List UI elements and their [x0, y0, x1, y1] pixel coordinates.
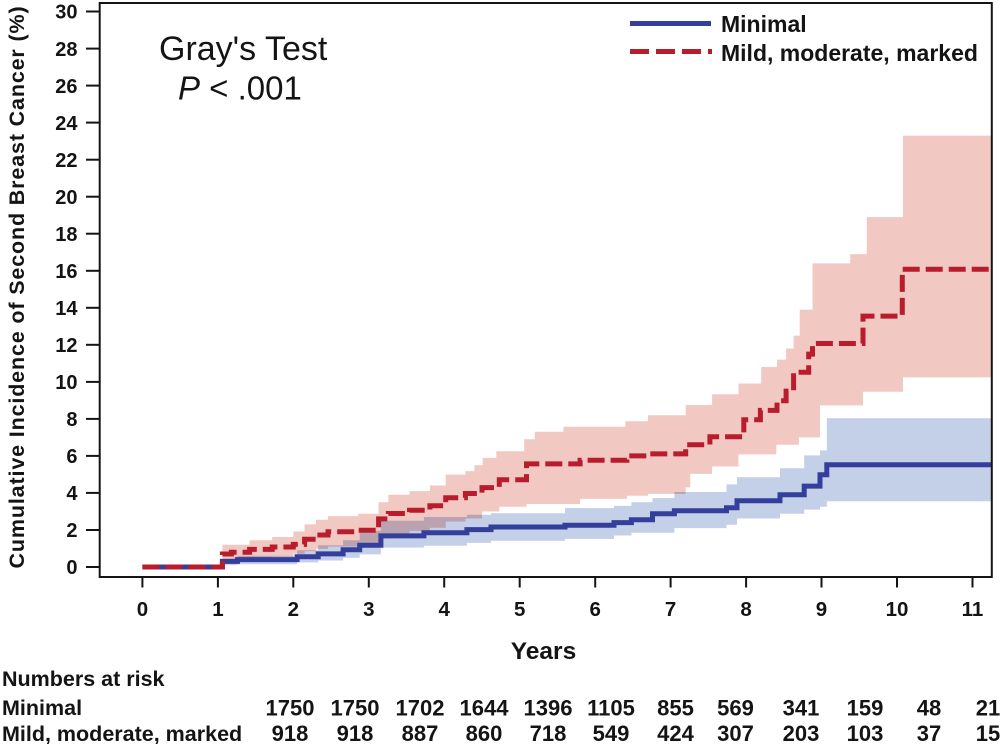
- svg-text:1750: 1750: [266, 696, 315, 721]
- svg-text:8: 8: [740, 598, 751, 621]
- svg-text:7: 7: [665, 598, 676, 621]
- svg-text:11: 11: [962, 598, 984, 621]
- svg-text:10: 10: [886, 598, 909, 621]
- svg-text:860: 860: [466, 721, 503, 744]
- svg-text:341: 341: [783, 696, 820, 721]
- svg-text:307: 307: [717, 721, 754, 744]
- svg-text:0: 0: [137, 598, 148, 621]
- svg-text:28: 28: [55, 39, 77, 61]
- svg-text:48: 48: [917, 696, 941, 721]
- svg-text:9: 9: [816, 598, 827, 621]
- svg-text:15: 15: [976, 721, 1000, 744]
- svg-text:1702: 1702: [396, 696, 445, 721]
- svg-text:22: 22: [55, 150, 77, 172]
- svg-text:1105: 1105: [587, 696, 635, 721]
- svg-text:887: 887: [402, 721, 439, 744]
- svg-text:37: 37: [917, 721, 941, 744]
- svg-text:21: 21: [976, 696, 1000, 721]
- svg-text:1: 1: [212, 598, 223, 621]
- svg-text:203: 203: [783, 721, 820, 744]
- svg-text:Minimal: Minimal: [2, 696, 82, 720]
- svg-text:16: 16: [55, 261, 77, 283]
- svg-text:Minimal: Minimal: [721, 11, 807, 37]
- svg-text:918: 918: [272, 721, 309, 744]
- svg-text:20: 20: [55, 187, 77, 209]
- svg-text:2: 2: [66, 520, 77, 542]
- svg-text:Numbers at risk: Numbers at risk: [2, 667, 165, 691]
- svg-text:4: 4: [438, 598, 450, 621]
- svg-text:12: 12: [55, 335, 77, 357]
- svg-text:718: 718: [530, 721, 567, 744]
- svg-text:24: 24: [55, 113, 78, 135]
- svg-text:Mild, moderate, marked: Mild, moderate, marked: [2, 722, 242, 744]
- svg-text:855: 855: [657, 696, 694, 721]
- svg-text:Gray's Test: Gray's Test: [159, 30, 328, 68]
- svg-text:3: 3: [363, 598, 374, 621]
- svg-text:103: 103: [847, 721, 884, 744]
- svg-text:549: 549: [593, 721, 630, 744]
- svg-text:0: 0: [66, 557, 77, 579]
- svg-text:10: 10: [55, 372, 77, 394]
- svg-text:P < .001: P < .001: [178, 70, 302, 107]
- svg-text:Mild, moderate, marked: Mild, moderate, marked: [721, 40, 978, 66]
- svg-text:1396: 1396: [524, 696, 573, 721]
- svg-text:569: 569: [717, 696, 754, 721]
- svg-text:5: 5: [514, 598, 525, 621]
- svg-text:1644: 1644: [460, 696, 510, 721]
- svg-text:1750: 1750: [331, 696, 380, 721]
- svg-text:8: 8: [66, 409, 77, 431]
- svg-text:Years: Years: [511, 638, 576, 665]
- svg-text:18: 18: [55, 224, 77, 246]
- svg-text:6: 6: [589, 598, 600, 621]
- svg-text:14: 14: [55, 298, 78, 320]
- svg-text:159: 159: [847, 696, 884, 721]
- svg-text:6: 6: [66, 446, 77, 468]
- svg-text:26: 26: [55, 76, 77, 98]
- svg-text:918: 918: [337, 721, 374, 744]
- svg-text:2: 2: [288, 598, 299, 621]
- svg-text:30: 30: [55, 2, 77, 24]
- svg-text:4: 4: [66, 483, 78, 505]
- svg-text:424: 424: [657, 721, 694, 744]
- svg-text:Cumulative Incidence of Second: Cumulative Incidence of Second Breast Ca…: [5, 6, 29, 569]
